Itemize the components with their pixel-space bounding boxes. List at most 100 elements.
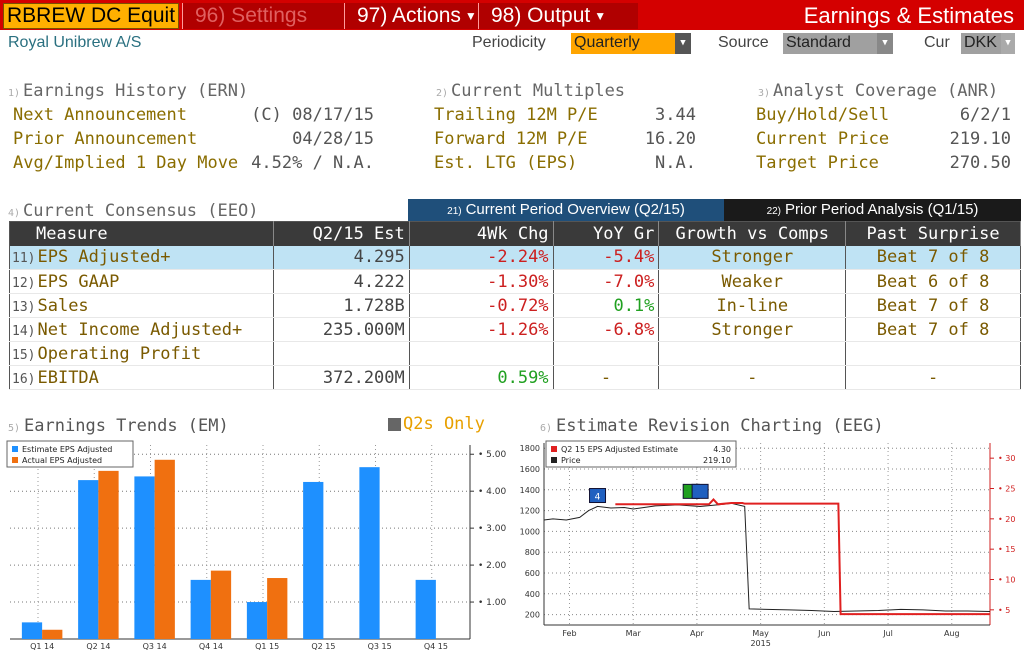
- estimate-cell: 4.295: [273, 245, 410, 270]
- consensus-title[interactable]: 4) Current Consensus (EEO): [8, 201, 258, 221]
- analyst-coverage-title[interactable]: 3) Analyst Coverage (ANR): [758, 81, 998, 101]
- change-cell: 0.59%: [409, 365, 554, 390]
- bar: [154, 459, 175, 639]
- chevron-down-icon[interactable]: ▼: [877, 33, 893, 54]
- measure-cell[interactable]: 14) Net Income Adjusted+: [9, 317, 274, 342]
- chevron-down-icon[interactable]: ▼: [675, 33, 691, 54]
- current-price-value: 219.10: [949, 129, 1011, 149]
- legend-label: Price: [561, 456, 581, 465]
- earnings-trends-title[interactable]: 5) Earnings Trends (EM): [8, 416, 229, 436]
- row-number: 13): [12, 299, 36, 315]
- column-header[interactable]: YoY Gr: [553, 221, 660, 246]
- implied-move-label: Avg/Implied 1 Day Move: [13, 153, 239, 173]
- estimate-cell: 235.000M: [273, 317, 410, 342]
- table-row[interactable]: 13) Sales 1.728B -0.72% 0.1% In-line Beat…: [9, 293, 1021, 318]
- table-row[interactable]: 12) EPS GAAP 4.222 -1.30% -7.0% Weaker Be…: [9, 269, 1021, 294]
- x-tick-label: Q1 14: [30, 642, 54, 651]
- y-tick-label: • 1.00: [478, 598, 506, 608]
- settings-menu-label: 96) Settings: [195, 4, 308, 27]
- measure-cell[interactable]: 16) EBITDA: [9, 365, 274, 390]
- column-header[interactable]: Growth vs Comps: [658, 221, 847, 246]
- earnings-trends-chart: • 1.00 • 2.00 • 3.00 • 4.00 • 5.00 Q1 14 Q2 14…: [0, 437, 510, 653]
- source-select[interactable]: Standard: [783, 33, 877, 54]
- target-price-label: Target Price: [756, 153, 879, 173]
- x-tick-label: Feb: [562, 629, 576, 638]
- buy-hold-sell-value: 6/2/1: [959, 105, 1011, 125]
- company-name: Royal Unibrew A/S: [8, 34, 142, 51]
- current-multiples-title[interactable]: 2) Current Multiples: [436, 81, 625, 101]
- change-cell: [409, 341, 554, 366]
- tab-prior-period[interactable]: 22) Prior Period Analysis (Q1/15): [724, 199, 1021, 221]
- earnings-history-title[interactable]: 1) Earnings History (ERN): [8, 81, 248, 101]
- y-tick-label: • 5.00: [478, 450, 506, 460]
- measure-name: EPS GAAP: [37, 271, 120, 292]
- x-tick-label: May: [752, 629, 769, 638]
- surprise-cell: -: [845, 365, 1021, 390]
- y-right-tick-label: • 25: [998, 485, 1015, 494]
- current-price-label: Current Price: [756, 129, 890, 149]
- table-row[interactable]: 11) EPS Adjusted+ 4.295 -2.24% -5.4% Stro…: [9, 245, 1021, 270]
- y-left-tick-label: 1600: [520, 465, 540, 474]
- y-right-tick-label: • 30: [998, 454, 1015, 463]
- legend-box: [545, 440, 737, 468]
- output-menu-label: 98) Output: [491, 4, 591, 27]
- tab-label: Prior Period Analysis (Q1/15): [785, 201, 979, 218]
- actions-menu[interactable]: 97) Actions ▼: [344, 3, 478, 29]
- actions-menu-label: 97) Actions: [357, 4, 461, 27]
- measure-cell[interactable]: 15) Operating Profit: [9, 341, 274, 366]
- trailing-pe-value: 3.44: [655, 105, 696, 125]
- ltg-value: N.A.: [655, 153, 696, 173]
- comps-cell: In-line: [658, 293, 847, 318]
- y-right-tick-label: • 10: [998, 576, 1015, 585]
- tab-current-period[interactable]: 21) Current Period Overview (Q2/15): [408, 199, 724, 221]
- estimate-cell: 1.728B: [273, 293, 410, 318]
- legend-label: Estimate EPS Adjusted: [22, 445, 112, 454]
- forward-pe-value: 16.20: [644, 129, 696, 149]
- output-menu[interactable]: 98) Output ▼: [478, 3, 638, 29]
- q2-only-toggle[interactable]: Q2s Only: [388, 414, 485, 434]
- y-right-tick-label: • 5: [998, 606, 1010, 615]
- currency-label: Cur: [924, 34, 950, 51]
- periodicity-label: Periodicity: [472, 34, 546, 51]
- chevron-down-icon[interactable]: ▼: [1001, 33, 1015, 54]
- measure-cell[interactable]: 11) EPS Adjusted+: [9, 245, 274, 270]
- settings-menu[interactable]: 96) Settings: [182, 3, 344, 29]
- surprise-cell: Beat 7 of 8: [845, 245, 1021, 270]
- current-multiples-label: Current Multiples: [451, 81, 626, 101]
- measure-cell[interactable]: 12) EPS GAAP: [9, 269, 274, 294]
- ticker-field[interactable]: RBREW DC Equit: [3, 3, 179, 29]
- legend-value: 219.10: [703, 456, 731, 465]
- next-announcement-label: Next Announcement: [13, 105, 187, 125]
- bar: [190, 579, 211, 639]
- legend-label: Actual EPS Adjusted: [22, 456, 102, 465]
- x-tick-label: Q1 15: [255, 642, 279, 651]
- y-right-tick-label: • 15: [998, 545, 1015, 554]
- x-tick-label: Mar: [626, 629, 642, 638]
- yoy-cell: -7.0%: [553, 269, 660, 294]
- y-left-tick-label: 1800: [520, 444, 540, 453]
- measure-cell[interactable]: 13) Sales: [9, 293, 274, 318]
- event-marker: [589, 488, 607, 504]
- surprise-cell: Beat 7 of 8: [845, 317, 1021, 342]
- bar: [246, 602, 268, 639]
- column-header[interactable]: Past Surprise: [845, 221, 1021, 246]
- table-row[interactable]: 16) EBITDA 372.200M 0.59% - - -: [9, 365, 1021, 390]
- estimate-revision-title[interactable]: 6) Estimate Revision Charting (EEG): [540, 416, 884, 436]
- y-tick-label: • 4.00: [478, 487, 506, 497]
- currency-select[interactable]: DKK: [961, 33, 1001, 54]
- x-tick-label: Jun: [817, 629, 831, 638]
- table-row[interactable]: 14) Net Income Adjusted+ 235.000M -1.26% …: [9, 317, 1021, 342]
- column-header[interactable]: 4Wk Chg: [409, 221, 554, 246]
- bar: [359, 467, 380, 639]
- table-row[interactable]: 15) Operating Profit: [9, 341, 1021, 366]
- comps-cell: [658, 341, 847, 366]
- x-year-label: 2015: [750, 639, 770, 648]
- column-header[interactable]: Measure: [9, 221, 274, 246]
- estimate-cell: [273, 341, 410, 366]
- y-tick-label: • 2.00: [478, 561, 506, 571]
- bar: [42, 629, 63, 639]
- column-header[interactable]: Q2/15 Est: [273, 221, 410, 246]
- event-marker-label: 4: [595, 493, 601, 503]
- periodicity-select[interactable]: Quarterly: [571, 33, 675, 54]
- buy-hold-sell-label: Buy/Hold/Sell: [756, 105, 890, 125]
